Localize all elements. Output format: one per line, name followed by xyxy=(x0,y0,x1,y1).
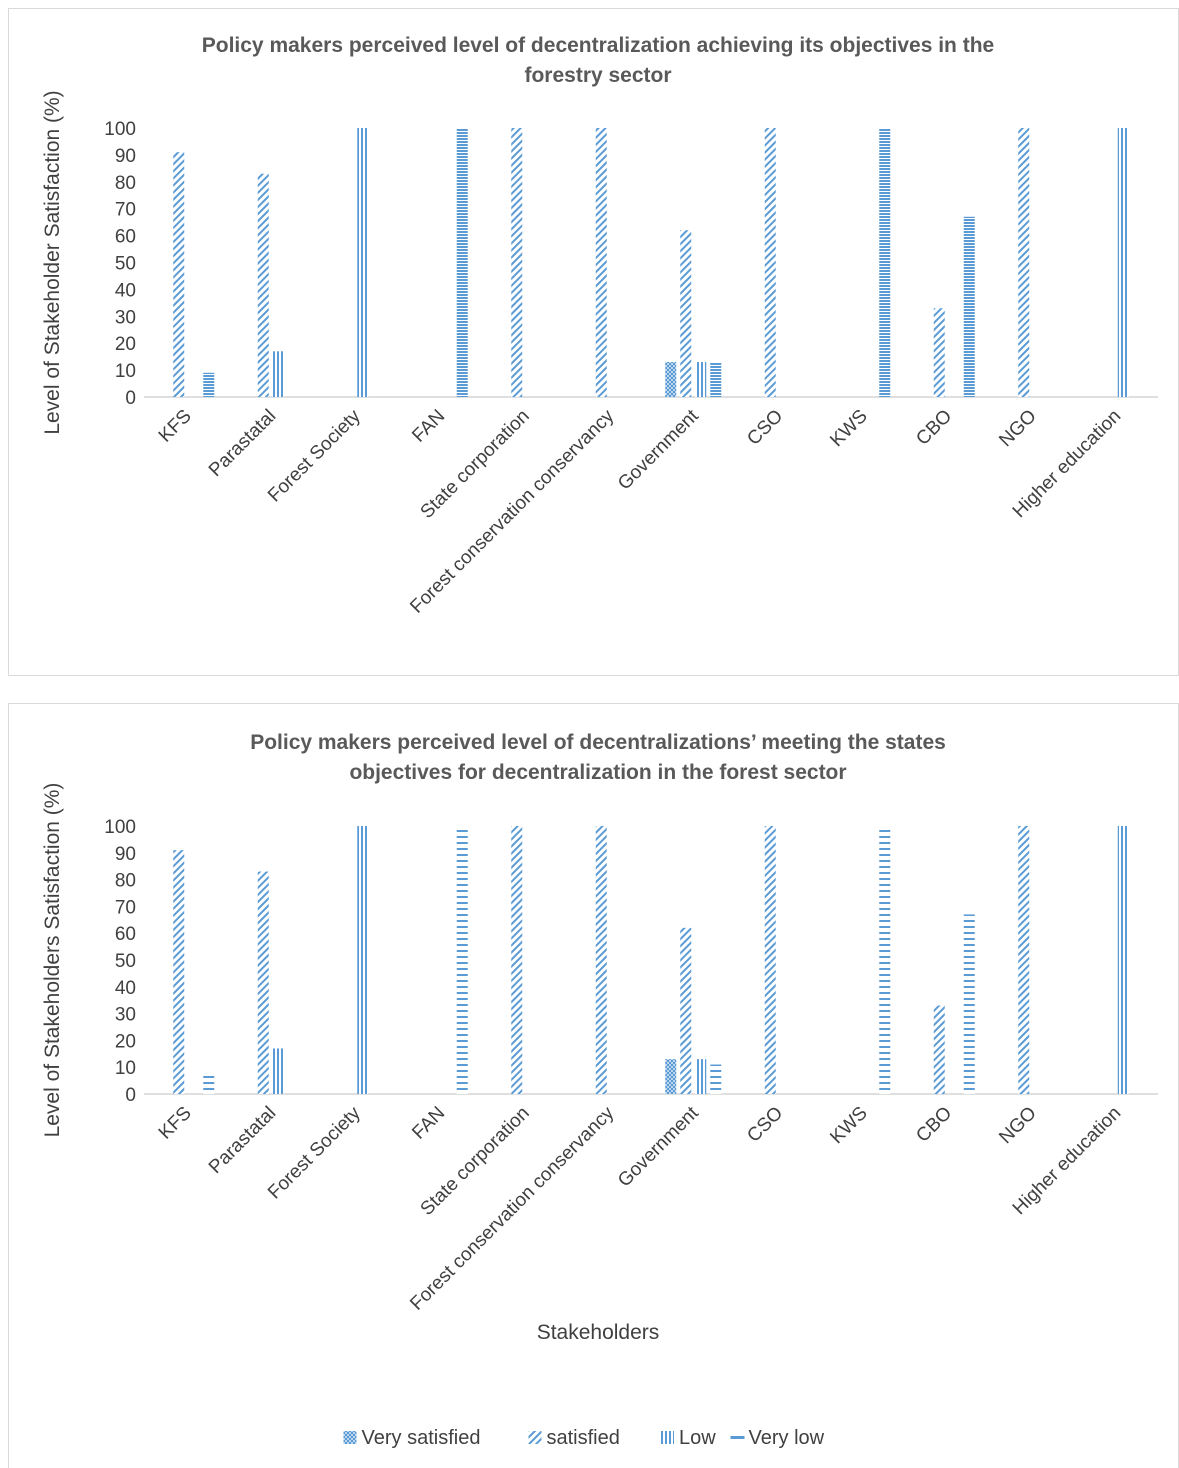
chart-2-y-tick-0: 0 xyxy=(125,1085,136,1106)
chart-2-x-tick-government: Government xyxy=(614,1102,703,1191)
chart-1-y-tick-70: 70 xyxy=(115,200,136,221)
chart-2-y-tick-40: 40 xyxy=(115,978,136,999)
chart-1-bar-fan-very-low xyxy=(456,128,468,397)
chart-2-bar-forest-conservation-conservancy-satisfied xyxy=(595,826,607,1094)
chart-1-y-tick-20: 20 xyxy=(115,334,136,355)
chart-2-bar-government-satisfied xyxy=(680,927,692,1094)
chart-1-y-tick-0: 0 xyxy=(125,388,136,409)
chart-1-x-tick-cso: CSO xyxy=(743,406,787,450)
legend-satisfied-swatch xyxy=(528,1431,542,1444)
legend-satisfied-label: satisfied xyxy=(547,1427,620,1449)
chart-2-x-axis-label: Stakeholders xyxy=(537,1321,660,1344)
chart-2-y-tick-60: 60 xyxy=(115,924,136,945)
chart-2-y-tick-50: 50 xyxy=(115,951,136,972)
chart-2-bar-fan-very-low xyxy=(456,826,468,1094)
chart-1-bar-government-satisfied xyxy=(680,230,692,397)
chart-2-x-tick-kfs: KFS xyxy=(155,1103,196,1144)
chart-2-bar-cso-satisfied xyxy=(764,826,776,1094)
chart-2-bar-cbo-very-low xyxy=(963,914,975,1094)
chart-2-y-tick-80: 80 xyxy=(115,871,136,892)
chart-1-title-line-2: forestry sector xyxy=(524,64,671,87)
chart-panel-1: Policy makers perceived level of decentr… xyxy=(8,8,1179,676)
chart-1-y-tick-30: 30 xyxy=(115,307,136,328)
chart-1-bar-government-low xyxy=(695,362,707,397)
legend-very-low-swatch xyxy=(730,1436,745,1439)
chart-2-title-line-2: objectives for decentralization in the f… xyxy=(349,761,846,784)
chart-2-title-line-1: Policy makers perceived level of decentr… xyxy=(250,731,946,754)
legend-very-satisfied-swatch xyxy=(343,1431,357,1444)
chart-2-x-tick-ngo: NGO xyxy=(995,1103,1040,1148)
chart-1-bar-cso-satisfied xyxy=(764,128,776,397)
chart-1-bar-kfs-very-low xyxy=(203,372,215,397)
chart-2-bar-government-very-satisfied xyxy=(665,1059,677,1094)
chart-1-bar-forest-conservation-conservancy-satisfied xyxy=(595,128,607,397)
chart-2-x-tick-cso: CSO xyxy=(743,1103,787,1147)
chart-2-bar-higher-education-low xyxy=(1117,826,1129,1094)
chart-panel-2: Policy makers perceived level of decentr… xyxy=(8,703,1179,1468)
chart-2-x-tick-parastatal: Parastatal xyxy=(205,1103,280,1178)
legend-low-swatch xyxy=(661,1431,674,1444)
chart-1-bar-cbo-satisfied xyxy=(933,308,945,397)
chart-2-bar-kfs-very-low xyxy=(203,1075,215,1094)
chart-1-y-axis-label: Level of Stakeholder Satisfaction (%) xyxy=(41,90,64,434)
chart-1-bar-parastatal-satisfied xyxy=(257,173,269,397)
chart-2-svg: Policy makers perceived level of decentr… xyxy=(41,731,1158,1449)
chart-1-x-tick-kfs: KFS xyxy=(155,406,196,447)
chart-1-x-tick-cbo: CBO xyxy=(912,406,956,450)
chart-1-bar-cbo-very-low xyxy=(963,216,975,397)
chart-2-y-axis-label: Level of Stakeholders Satisfaction (%) xyxy=(41,783,64,1138)
chart-1-y-tick-10: 10 xyxy=(115,361,136,382)
chart-2-bar-state-corporation-satisfied xyxy=(511,826,523,1094)
legend-low-label: Low xyxy=(679,1427,716,1449)
chart-1-bar-kws-very-low xyxy=(879,128,891,397)
chart-2-y-tick-70: 70 xyxy=(115,897,136,918)
chart-2-bar-forest-society-low xyxy=(357,826,369,1094)
chart-2-y-tick-20: 20 xyxy=(115,1031,136,1052)
chart-2-x-tick-kws: KWS xyxy=(826,1103,871,1148)
chart-1-svg: Policy makers perceived level of decentr… xyxy=(41,34,1158,618)
chart-1-x-tick-ngo: NGO xyxy=(995,406,1040,451)
chart-1-x-tick-kws: KWS xyxy=(826,406,871,451)
chart-1-bar-parastatal-low xyxy=(272,351,284,397)
chart-1-bar-kfs-satisfied xyxy=(173,152,185,397)
chart-1-bar-forest-society-low xyxy=(357,128,369,397)
legend-very-low-label: Very low xyxy=(749,1427,825,1449)
chart-2-x-tick-fan: FAN xyxy=(408,1103,449,1144)
chart-2-bar-government-low xyxy=(695,1059,707,1094)
chart-2-y-tick-30: 30 xyxy=(115,1005,136,1026)
chart-2-bar-parastatal-satisfied xyxy=(257,871,269,1094)
chart-2-bar-kws-very-low xyxy=(879,826,891,1094)
chart-2-bar-parastatal-low xyxy=(272,1048,284,1094)
chart-1-x-tick-fan: FAN xyxy=(408,406,449,447)
chart-1-title-line-1: Policy makers perceived level of decentr… xyxy=(202,34,994,57)
chart-2-y-tick-10: 10 xyxy=(115,1058,136,1079)
chart-1-x-tick-government: Government xyxy=(614,405,703,494)
chart-1-y-tick-80: 80 xyxy=(115,173,136,194)
chart-1-y-tick-40: 40 xyxy=(115,280,136,301)
chart-1-bar-state-corporation-satisfied xyxy=(511,128,523,397)
chart-1-y-tick-100: 100 xyxy=(104,119,136,140)
chart-2-y-tick-100: 100 xyxy=(104,817,136,838)
chart-2-y-tick-90: 90 xyxy=(115,844,136,865)
chart-2-bar-kfs-satisfied xyxy=(173,850,185,1094)
chart-1-bar-government-very-low xyxy=(710,362,722,397)
chart-2-x-tick-cbo: CBO xyxy=(912,1103,956,1147)
chart-1-bar-higher-education-low xyxy=(1117,128,1129,397)
chart-2-bar-government-very-low xyxy=(710,1064,722,1094)
chart-2-bar-cbo-satisfied xyxy=(933,1005,945,1094)
chart-1-x-tick-parastatal: Parastatal xyxy=(205,406,280,481)
chart-1-y-tick-60: 60 xyxy=(115,227,136,248)
chart-1-bar-ngo-satisfied xyxy=(1018,128,1030,397)
chart-1-y-tick-90: 90 xyxy=(115,146,136,167)
chart-1-y-tick-50: 50 xyxy=(115,254,136,275)
legend-very-satisfied-label: Very satisfied xyxy=(362,1427,481,1449)
chart-1-bar-government-very-satisfied xyxy=(665,362,677,397)
chart-2-bar-ngo-satisfied xyxy=(1018,826,1030,1094)
